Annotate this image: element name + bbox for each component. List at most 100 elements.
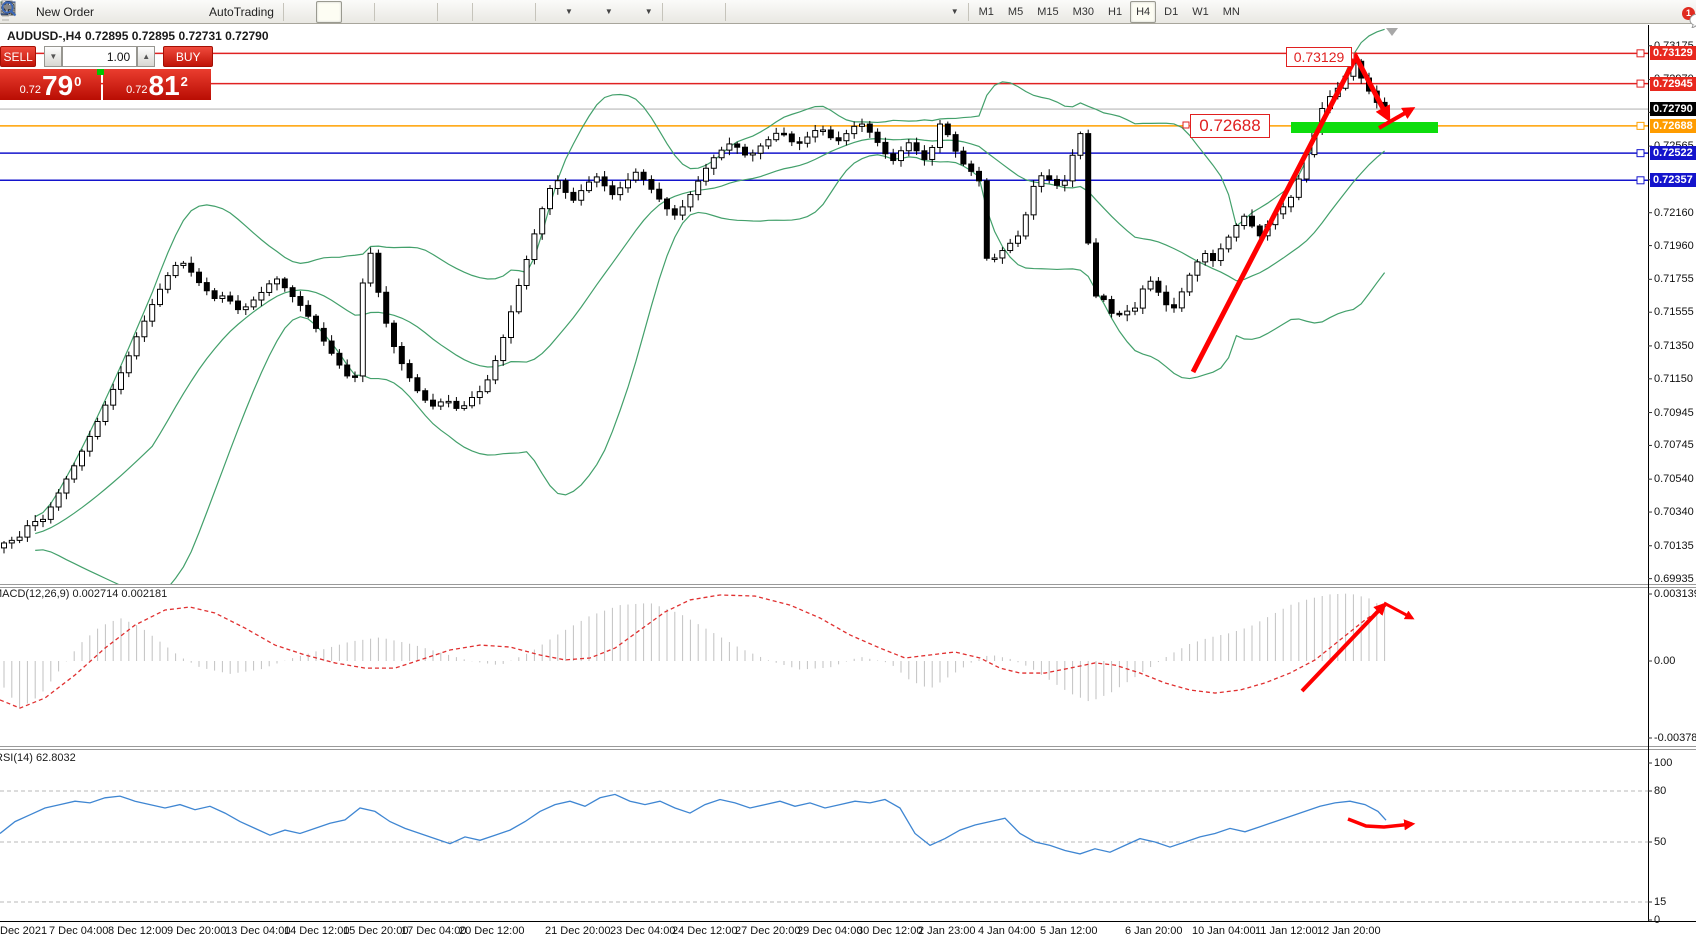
symbol-period-label: AUDUSD-,H4 — [7, 29, 82, 43]
rsi-tick-100: 100 — [1654, 757, 1673, 769]
price-tick-0.71350: 0.71350 — [1654, 339, 1694, 352]
volume-decrease-button[interactable]: ▼ — [44, 46, 63, 67]
timeframe-button-M15[interactable]: M15 — [1037, 5, 1059, 18]
macd-tick-0.003139: 0.003139 — [1654, 588, 1696, 600]
periods-button[interactable]: ▼ — [1, 1, 618, 23]
support-zone-rectangle[interactable] — [1291, 122, 1438, 133]
level-line-handle[interactable] — [1636, 176, 1645, 185]
autotrading-label: AutoTrading — [209, 4, 274, 19]
autotrading-button[interactable]: AutoTrading — [1, 1, 279, 23]
crosshair-tool-button[interactable] — [1, 1, 721, 23]
annotation-arrow[interactable] — [1383, 601, 1415, 620]
timeframe-button-M5[interactable]: M5 — [1007, 5, 1024, 18]
rsi-tick-80: 80 — [1654, 785, 1667, 797]
line-chart-icon — [0, 2, 365, 20]
ohlc-values: 0.72895 0.72895 0.72731 0.72790 — [85, 29, 269, 43]
equidistant-channel-tool-button[interactable]: E — [1, 1, 840, 23]
high-price-annotation[interactable]: 0.73129 — [1286, 47, 1352, 67]
candlestick-mode-button[interactable] — [2, 0, 342, 23]
bollinger-bands — [34, 28, 1386, 584]
buy-price-big: 81 — [148, 70, 180, 101]
channel-icon: E — [1, 1, 835, 20]
timeframe-button-W1[interactable]: W1 — [1192, 5, 1209, 18]
annotation-arrow[interactable] — [1378, 107, 1416, 130]
fibonacci-tool-button[interactable]: F — [2, 1, 868, 23]
toolbar: New Order AutoTrading — [0, 0, 1696, 28]
sell-button[interactable]: SELL — [0, 46, 37, 67]
templates-caret: ▼ — [644, 7, 653, 16]
timeframe-button-D1[interactable]: D1 — [1164, 5, 1179, 18]
buy-price-display[interactable]: 0.72 81 2 — [103, 69, 211, 100]
gold-symbol-button[interactable] — [1, 1, 127, 23]
level-line-handle[interactable] — [1636, 49, 1645, 58]
autotrading-icon — [1, 3, 206, 20]
date-tick: 8 Dec 12:00 — [108, 925, 168, 937]
templates-button[interactable]: ▼ — [0, 1, 658, 23]
timeframe-button-MN[interactable]: MN — [1222, 5, 1240, 18]
account-history-button[interactable] — [1, 1, 155, 23]
level-line-handle[interactable] — [1636, 121, 1645, 130]
price-tick-0.71960: 0.71960 — [1654, 239, 1694, 252]
date-tick: Dec 2021 — [0, 925, 48, 937]
date-tick: 27 Dec 20:00 — [735, 925, 801, 937]
macd-indicator-label: MACD(12,26,9) 0.002714 0.002181 — [0, 588, 168, 600]
timeframe-group: M1 M5 M15 M30 H1 H4 D1 W1 MN — [972, 0, 1247, 23]
level-line-handle[interactable] — [1636, 79, 1645, 88]
volume-input[interactable]: 1.00 — [62, 46, 138, 67]
timeframe-button-H4[interactable]: H4 — [1130, 0, 1157, 23]
tile-windows-button[interactable] — [0, 1, 468, 23]
zoom-out-button[interactable] — [1, 1, 433, 23]
date-tick: 12 Jan 20:00 — [1317, 925, 1381, 937]
support-price-annotation[interactable]: 0.72688 — [1190, 114, 1270, 138]
vertical-line-tool-button[interactable] — [7, 1, 756, 23]
auto-scroll-button[interactable] — [1, 1, 503, 23]
date-tick: 6 Jan 20:00 — [1125, 925, 1183, 937]
cursor-tool-button[interactable] — [3, 0, 693, 23]
search-icon[interactable] — [1, 1, 1674, 20]
zoom-in-button[interactable] — [1, 1, 405, 23]
timeframe-button-M30[interactable]: M30 — [1072, 5, 1095, 18]
indicators-button[interactable]: ▼ — [1, 0, 578, 23]
spread-indicator — [97, 69, 104, 75]
history-icon — [1, 2, 150, 20]
trendline-tool-button[interactable] — [2, 1, 812, 23]
timeframe-button-M1[interactable]: M1 — [978, 5, 994, 18]
signals-button[interactable] — [1, 1, 183, 23]
price-tick-0.69935: 0.69935 — [1654, 572, 1694, 585]
buy-price-sup: 2 — [180, 74, 188, 89]
level-line-handle[interactable] — [1636, 149, 1645, 158]
annotation-arrow[interactable] — [1300, 602, 1387, 693]
one-click-trading-panel: SELL ▼ 1.00 ▲ BUY 0.72 79 0 0.72 81 2 — [0, 46, 213, 100]
date-tick: 21 Dec 20:00 — [545, 925, 611, 937]
crosshair-icon — [1, 1, 716, 20]
macd-tick--0.003786: -0.003786 — [1654, 732, 1696, 744]
vertical-line-icon — [7, 2, 751, 20]
volume-increase-button[interactable]: ▲ — [137, 46, 156, 67]
horizontal-line-tool-button[interactable] — [2, 1, 784, 23]
sell-price-display[interactable]: 0.72 79 0 — [0, 69, 101, 100]
price-tick-0.70340: 0.70340 — [1654, 506, 1694, 519]
tile-windows-icon — [0, 1, 463, 20]
periods-caret: ▼ — [604, 7, 613, 16]
annotation-arrow[interactable] — [1190, 51, 1391, 374]
chart-shift-button[interactable] — [1, 1, 531, 23]
annotation-arrow[interactable] — [1347, 817, 1416, 831]
price-badge-0.72357: 0.72357 — [1650, 173, 1696, 188]
zoom-out-icon — [1, 1, 428, 20]
date-tick: 13 Dec 04:00 — [225, 925, 291, 937]
price-badge-0.72522: 0.72522 — [1650, 146, 1696, 161]
arrows-tool-button[interactable]: ▼ — [3, 1, 964, 23]
text-tool-button[interactable]: A — [4, 1, 896, 23]
candles — [1, 55, 1388, 554]
toolbar-separator — [967, 2, 969, 21]
date-tick: 11 Jan 12:00 — [1255, 925, 1318, 937]
text-label-tool-button[interactable]: T — [1, 1, 924, 23]
line-chart-mode-button[interactable] — [0, 1, 370, 23]
bar-chart-mode-button[interactable] — [1, 1, 314, 23]
buy-button[interactable]: BUY — [163, 46, 213, 67]
timeframe-button-H1[interactable]: H1 — [1108, 5, 1123, 18]
new-order-icon — [1, 0, 33, 20]
price-tick-0.71555: 0.71555 — [1654, 306, 1694, 319]
chart-shift-marker[interactable] — [1386, 28, 1398, 36]
new-order-button[interactable]: New Order — [1, 0, 99, 23]
